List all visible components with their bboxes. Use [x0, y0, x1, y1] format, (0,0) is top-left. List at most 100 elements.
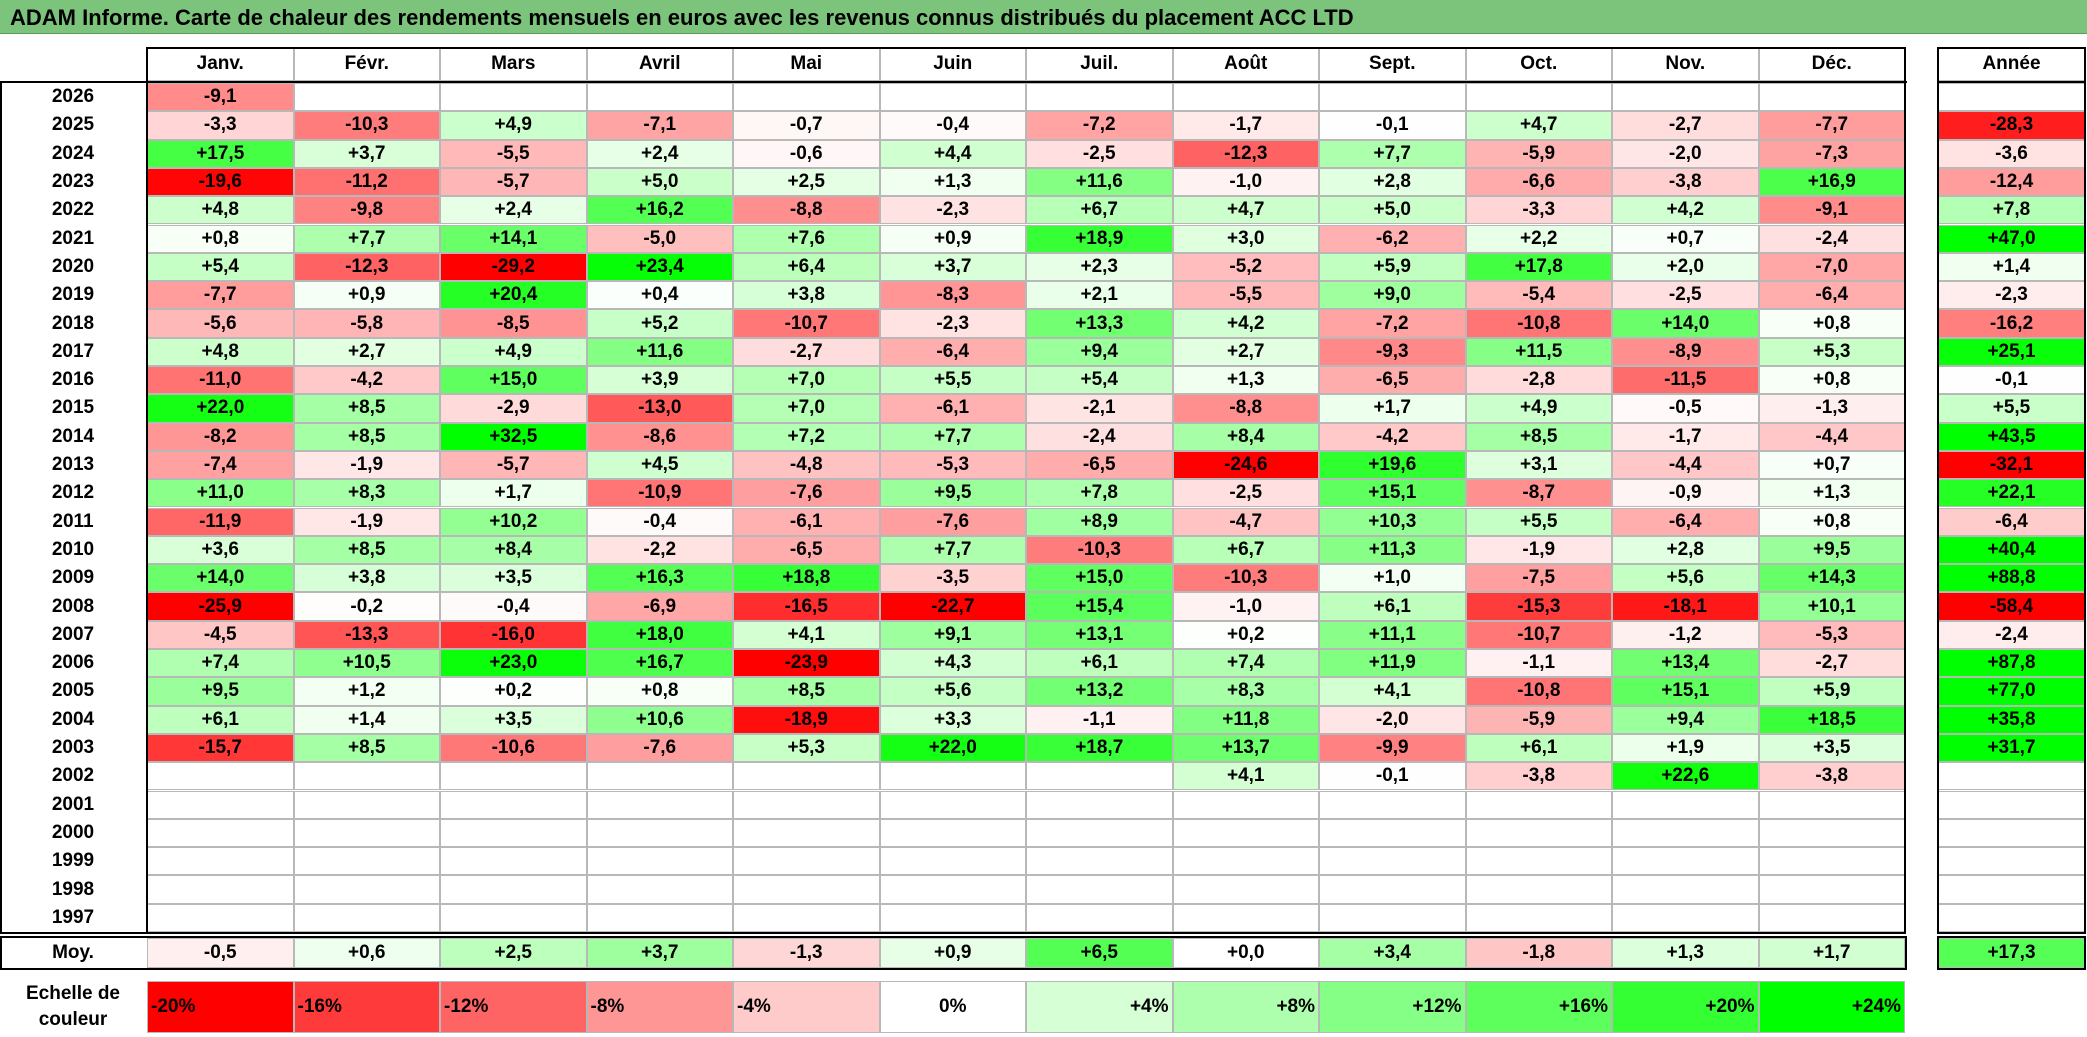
heatmap-cell: -25,9	[147, 592, 294, 621]
heatmap-cell	[879, 83, 1026, 112]
heatmap-cell: +0,8	[147, 224, 294, 253]
heatmap-cell	[1465, 875, 1612, 904]
year-label: 2003	[51, 737, 95, 759]
heatmap-cell: +0,8	[1758, 309, 1905, 338]
heatmap-cell: -7,6	[586, 733, 733, 763]
heatmap-cell: +19,6	[1319, 450, 1466, 480]
heatmap-cell: +18,0	[586, 620, 733, 649]
heatmap-cell	[293, 762, 440, 791]
heatmap-cell: +5,6	[1612, 564, 1759, 593]
heatmap-cell: -10,7	[1465, 620, 1612, 649]
heatmap-cell: +2,8	[1612, 535, 1759, 565]
annual-cell: -58,4	[1938, 592, 2085, 621]
annual-cell: -16,2	[1938, 309, 2085, 338]
heatmap-cell	[293, 903, 440, 932]
heatmap-cell: -15,3	[1465, 592, 1612, 621]
heatmap-cell	[733, 875, 880, 904]
average-cell: +1,7	[1758, 938, 1905, 968]
annual-cell: +77,0	[1938, 677, 2085, 706]
average-cell: -0,5	[147, 938, 294, 968]
heatmap-cell: -6,9	[586, 592, 733, 621]
heatmap-cell: -5,2	[1172, 252, 1319, 282]
heatmap-cell	[1026, 818, 1173, 848]
heatmap-cell: -2,7	[733, 337, 880, 366]
heatmap-cell: +7,4	[1172, 649, 1319, 678]
heatmap-cell: +11,1	[1319, 620, 1466, 649]
heatmap-cell: -4,4	[1758, 422, 1905, 451]
heatmap-cell: +17,8	[1465, 252, 1612, 282]
heatmap-cell: +18,7	[1026, 733, 1173, 763]
heatmap-cell: +4,8	[147, 196, 294, 225]
annual-cell: +88,8	[1938, 564, 2085, 593]
heatmap-cell: -7,0	[1758, 252, 1905, 282]
heatmap-cell: +5,5	[1465, 507, 1612, 536]
heatmap-cell: +22,6	[1612, 762, 1759, 791]
heatmap-cell: -11,2	[293, 167, 440, 197]
heatmap-cell: +7,7	[1319, 139, 1466, 168]
annual-cell: -28,3	[1938, 111, 2085, 140]
heatmap-cell	[293, 847, 440, 876]
heatmap-cell	[1465, 903, 1612, 932]
color-scale-swatch: +16%	[1465, 981, 1612, 1033]
heatmap-cell: +10,3	[1319, 507, 1466, 536]
heatmap-cell: +17,5	[147, 139, 294, 168]
heatmap-cell: -2,3	[879, 196, 1026, 225]
heatmap-cell: -4,2	[293, 366, 440, 395]
heatmap-cell: -5,0	[586, 224, 733, 253]
heatmap-cell: +11,8	[1172, 705, 1319, 734]
heatmap-cell: +0,2	[440, 677, 587, 706]
heatmap-cell: +4,4	[879, 139, 1026, 168]
heatmap-cell	[733, 818, 880, 848]
average-cell: +1,3	[1612, 938, 1759, 968]
color-scale-swatch: -16%	[293, 981, 440, 1033]
heatmap-cell: +2,3	[1026, 252, 1173, 282]
heatmap-cell: -5,9	[1465, 139, 1612, 168]
heatmap-cell	[1026, 875, 1173, 904]
month-header: Janv.	[147, 47, 294, 81]
heatmap-cell: -7,2	[1319, 309, 1466, 338]
heatmap-cell: -7,6	[879, 507, 1026, 536]
heatmap-cell: +5,0	[586, 167, 733, 197]
heatmap-cell: +6,1	[1465, 733, 1612, 763]
heatmap-cell: +0,9	[879, 224, 1026, 253]
heatmap-cell: +15,1	[1612, 677, 1759, 706]
heatmap-cell: -0,1	[1319, 762, 1466, 791]
heatmap-cell	[147, 847, 294, 876]
annual-cell	[1938, 818, 2085, 848]
heatmap-cell: -5,4	[1465, 281, 1612, 310]
heatmap-cell: -18,1	[1612, 592, 1759, 621]
heatmap-cell: -10,3	[1026, 535, 1173, 565]
heatmap-cell: -7,4	[147, 450, 294, 480]
heatmap-cell: -5,9	[1465, 705, 1612, 734]
color-scale-swatch: -4%	[733, 981, 880, 1033]
average-annual-cell: +17,3	[1938, 938, 2085, 968]
year-label: 2020	[51, 255, 95, 277]
year-label: 1997	[51, 906, 95, 928]
heatmap-cell: -11,9	[147, 507, 294, 536]
heatmap-cell: -9,3	[1319, 337, 1466, 366]
heatmap-cell: +6,4	[733, 252, 880, 282]
heatmap-cell: +3,6	[147, 535, 294, 565]
heatmap-cell: +18,5	[1758, 705, 1905, 734]
heatmap-cell: -11,0	[147, 366, 294, 395]
heatmap-cell: +16,2	[586, 196, 733, 225]
heatmap-cell: -8,2	[147, 422, 294, 451]
heatmap-cell: +14,0	[147, 564, 294, 593]
heatmap-cell: -10,6	[440, 733, 587, 763]
heatmap-cell: +11,6	[1026, 167, 1173, 197]
heatmap-cell	[293, 83, 440, 112]
heatmap-cell: +11,0	[147, 479, 294, 508]
heatmap-cell: +5,3	[733, 733, 880, 763]
heatmap-cell: -6,4	[1612, 507, 1759, 536]
heatmap-cell: +13,7	[1172, 733, 1319, 763]
heatmap-cell: +2,4	[440, 196, 587, 225]
heatmap-cell: +7,7	[879, 422, 1026, 451]
heatmap-cell	[879, 818, 1026, 848]
heatmap-cell: +9,5	[879, 479, 1026, 508]
heatmap-cell	[1612, 875, 1759, 904]
heatmap-cell: -1,2	[1612, 620, 1759, 649]
year-label: 2016	[51, 369, 95, 391]
heatmap-cell: +7,8	[1026, 479, 1173, 508]
heatmap-cell: -1,1	[1026, 705, 1173, 734]
annual-cell	[1938, 875, 2085, 904]
